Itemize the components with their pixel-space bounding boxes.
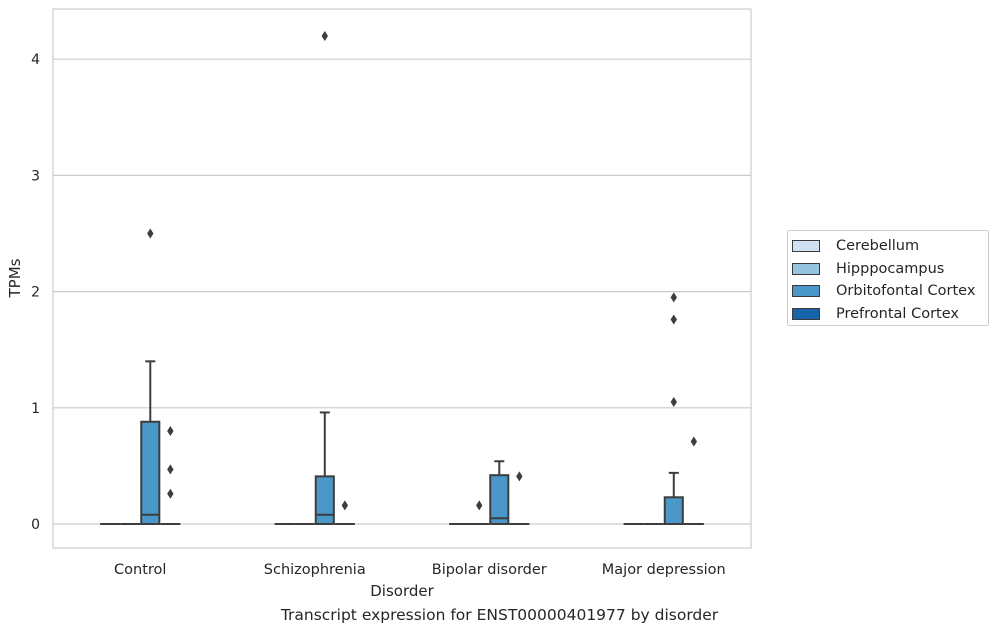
outlier-point [670, 396, 677, 407]
box-body [140, 420, 161, 525]
legend-label: Prefrontal Cortex [836, 306, 959, 323]
chart-caption: Transcript expression for ENST0000040197… [280, 606, 719, 624]
box-prefrontal-cortex [160, 426, 181, 525]
legend-item: Prefrontal Cortex [792, 303, 988, 326]
y-tick-label: 0 [31, 517, 40, 533]
x-tick-label: Bipolar disorder [432, 562, 547, 578]
box-orbitofontal-cortex [314, 30, 335, 525]
outlier-point [167, 464, 174, 475]
box-prefrontal-cortex [334, 500, 355, 525]
legend-label: Orbitofontal Cortex [836, 283, 976, 300]
outlier-point [167, 426, 174, 437]
legend-item: Orbitofontal Cortex [792, 280, 988, 303]
outlier-point [690, 436, 698, 447]
y-tick-label: 3 [31, 168, 40, 184]
y-tick-label: 2 [31, 285, 40, 301]
plot-frame [52, 8, 752, 549]
box-body [663, 496, 684, 525]
box-body [314, 475, 335, 525]
box-prefrontal-cortex [509, 471, 530, 525]
x-tick-label: Schizophrenia [264, 562, 366, 578]
outlier-point [167, 488, 174, 499]
legend-label: Cerebellum [836, 238, 920, 255]
y-axis-ticks: 0 1 2 3 4 [31, 52, 40, 533]
y-tick-label: 4 [31, 52, 40, 68]
x-axis-label: Disorder [370, 582, 434, 600]
legend-swatch [792, 240, 820, 253]
box-prefrontal-cortex [683, 436, 704, 525]
legend-item: Hipppocampus [792, 258, 988, 281]
x-tick-label: Major depression [602, 562, 726, 578]
legend-label: Hipppocampus [836, 260, 945, 277]
outlier-point [341, 500, 349, 511]
outlier-point [670, 292, 677, 303]
box-orbitofontal-cortex [140, 228, 161, 525]
y-tick-label: 1 [31, 401, 40, 417]
legend: Cerebellum Hipppocampus Orbitofontal Corte… [787, 230, 989, 326]
y-axis-label: TPMs [6, 258, 24, 298]
box-hipppocampus [469, 500, 490, 525]
outlier-point [670, 314, 677, 325]
x-axis-ticks: Control Schizophrenia Bipolar disorder Majo… [114, 562, 726, 578]
x-tick-label: Control [114, 562, 166, 578]
box-orbitofontal-cortex [489, 460, 510, 526]
outlier-point [147, 228, 154, 239]
box-orbitofontal-cortex [663, 292, 684, 525]
outlier-point [516, 471, 523, 482]
legend-swatch [792, 262, 820, 275]
box-body [489, 474, 510, 526]
outlier-point [321, 30, 328, 41]
legend-swatch [792, 285, 820, 298]
box-series [100, 30, 704, 526]
legend-item: Cerebellum [792, 235, 988, 258]
legend-swatch [792, 308, 820, 321]
outlier-point [476, 500, 483, 511]
